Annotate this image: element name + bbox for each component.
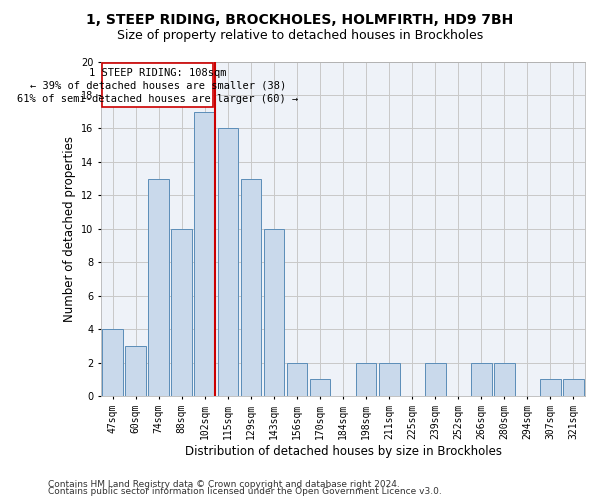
Text: 1, STEEP RIDING, BROCKHOLES, HOLMFIRTH, HD9 7BH: 1, STEEP RIDING, BROCKHOLES, HOLMFIRTH, … (86, 12, 514, 26)
Bar (103, 329, 123, 396)
Bar (241, 178, 261, 396)
Y-axis label: Number of detached properties: Number of detached properties (62, 136, 76, 322)
Bar (172, 229, 192, 396)
Bar (471, 362, 491, 396)
Text: 61% of semi-detached houses are larger (60) →: 61% of semi-detached houses are larger (… (17, 94, 298, 104)
Bar (356, 362, 376, 396)
Bar (263, 229, 284, 396)
Bar (148, 178, 169, 396)
Bar (494, 362, 515, 396)
Text: Size of property relative to detached houses in Brockholes: Size of property relative to detached ho… (117, 29, 483, 42)
Bar (563, 380, 584, 396)
Bar (287, 362, 307, 396)
Bar (425, 362, 446, 396)
Bar (218, 128, 238, 396)
Bar (540, 380, 561, 396)
Text: Contains public sector information licensed under the Open Government Licence v3: Contains public sector information licen… (48, 487, 442, 496)
Text: Contains HM Land Registry data © Crown copyright and database right 2024.: Contains HM Land Registry data © Crown c… (48, 480, 400, 489)
Bar (310, 380, 331, 396)
Text: 1 STEEP RIDING: 108sqm: 1 STEEP RIDING: 108sqm (89, 68, 227, 78)
FancyBboxPatch shape (103, 63, 214, 106)
Bar (125, 346, 146, 396)
X-axis label: Distribution of detached houses by size in Brockholes: Distribution of detached houses by size … (185, 444, 502, 458)
Bar (194, 112, 215, 396)
Text: ← 39% of detached houses are smaller (38): ← 39% of detached houses are smaller (38… (30, 80, 286, 90)
Bar (379, 362, 400, 396)
